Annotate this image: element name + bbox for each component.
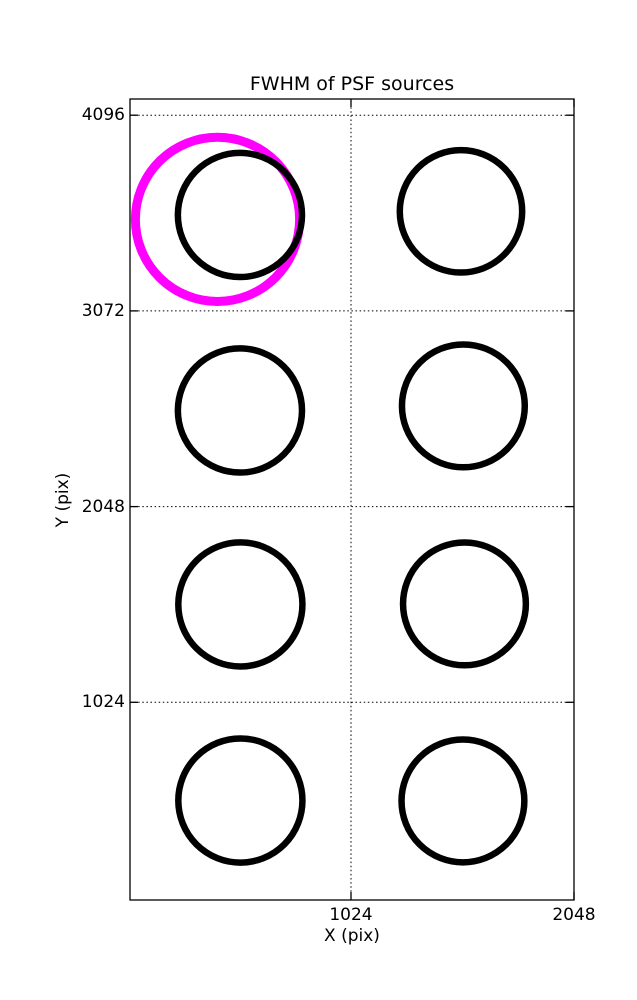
y-tick-label: 4096: [81, 105, 125, 126]
axes-spines: [129, 98, 575, 901]
psf-sources-circle: [399, 539, 530, 669]
y-tick-label: 1024: [81, 692, 125, 713]
psf-sources-circle: [174, 149, 306, 281]
psf-sources-circle: [174, 345, 306, 476]
psf-sources-circle: [398, 736, 528, 866]
psf-sources-circle: [396, 146, 526, 276]
y-tick-label: 2048: [81, 496, 125, 517]
x-tick-label: 1024: [329, 905, 373, 925]
psf-sources-circle: [398, 341, 529, 471]
x-tick-label: 2048: [552, 905, 596, 925]
x-axis-label: X (pix): [324, 926, 380, 946]
y-tick-label: 3072: [81, 300, 125, 321]
chart-title: FWHM of PSF sources: [249, 73, 455, 95]
psf-sources-circle: [175, 539, 306, 670]
psf-sources-circle: [175, 735, 306, 866]
